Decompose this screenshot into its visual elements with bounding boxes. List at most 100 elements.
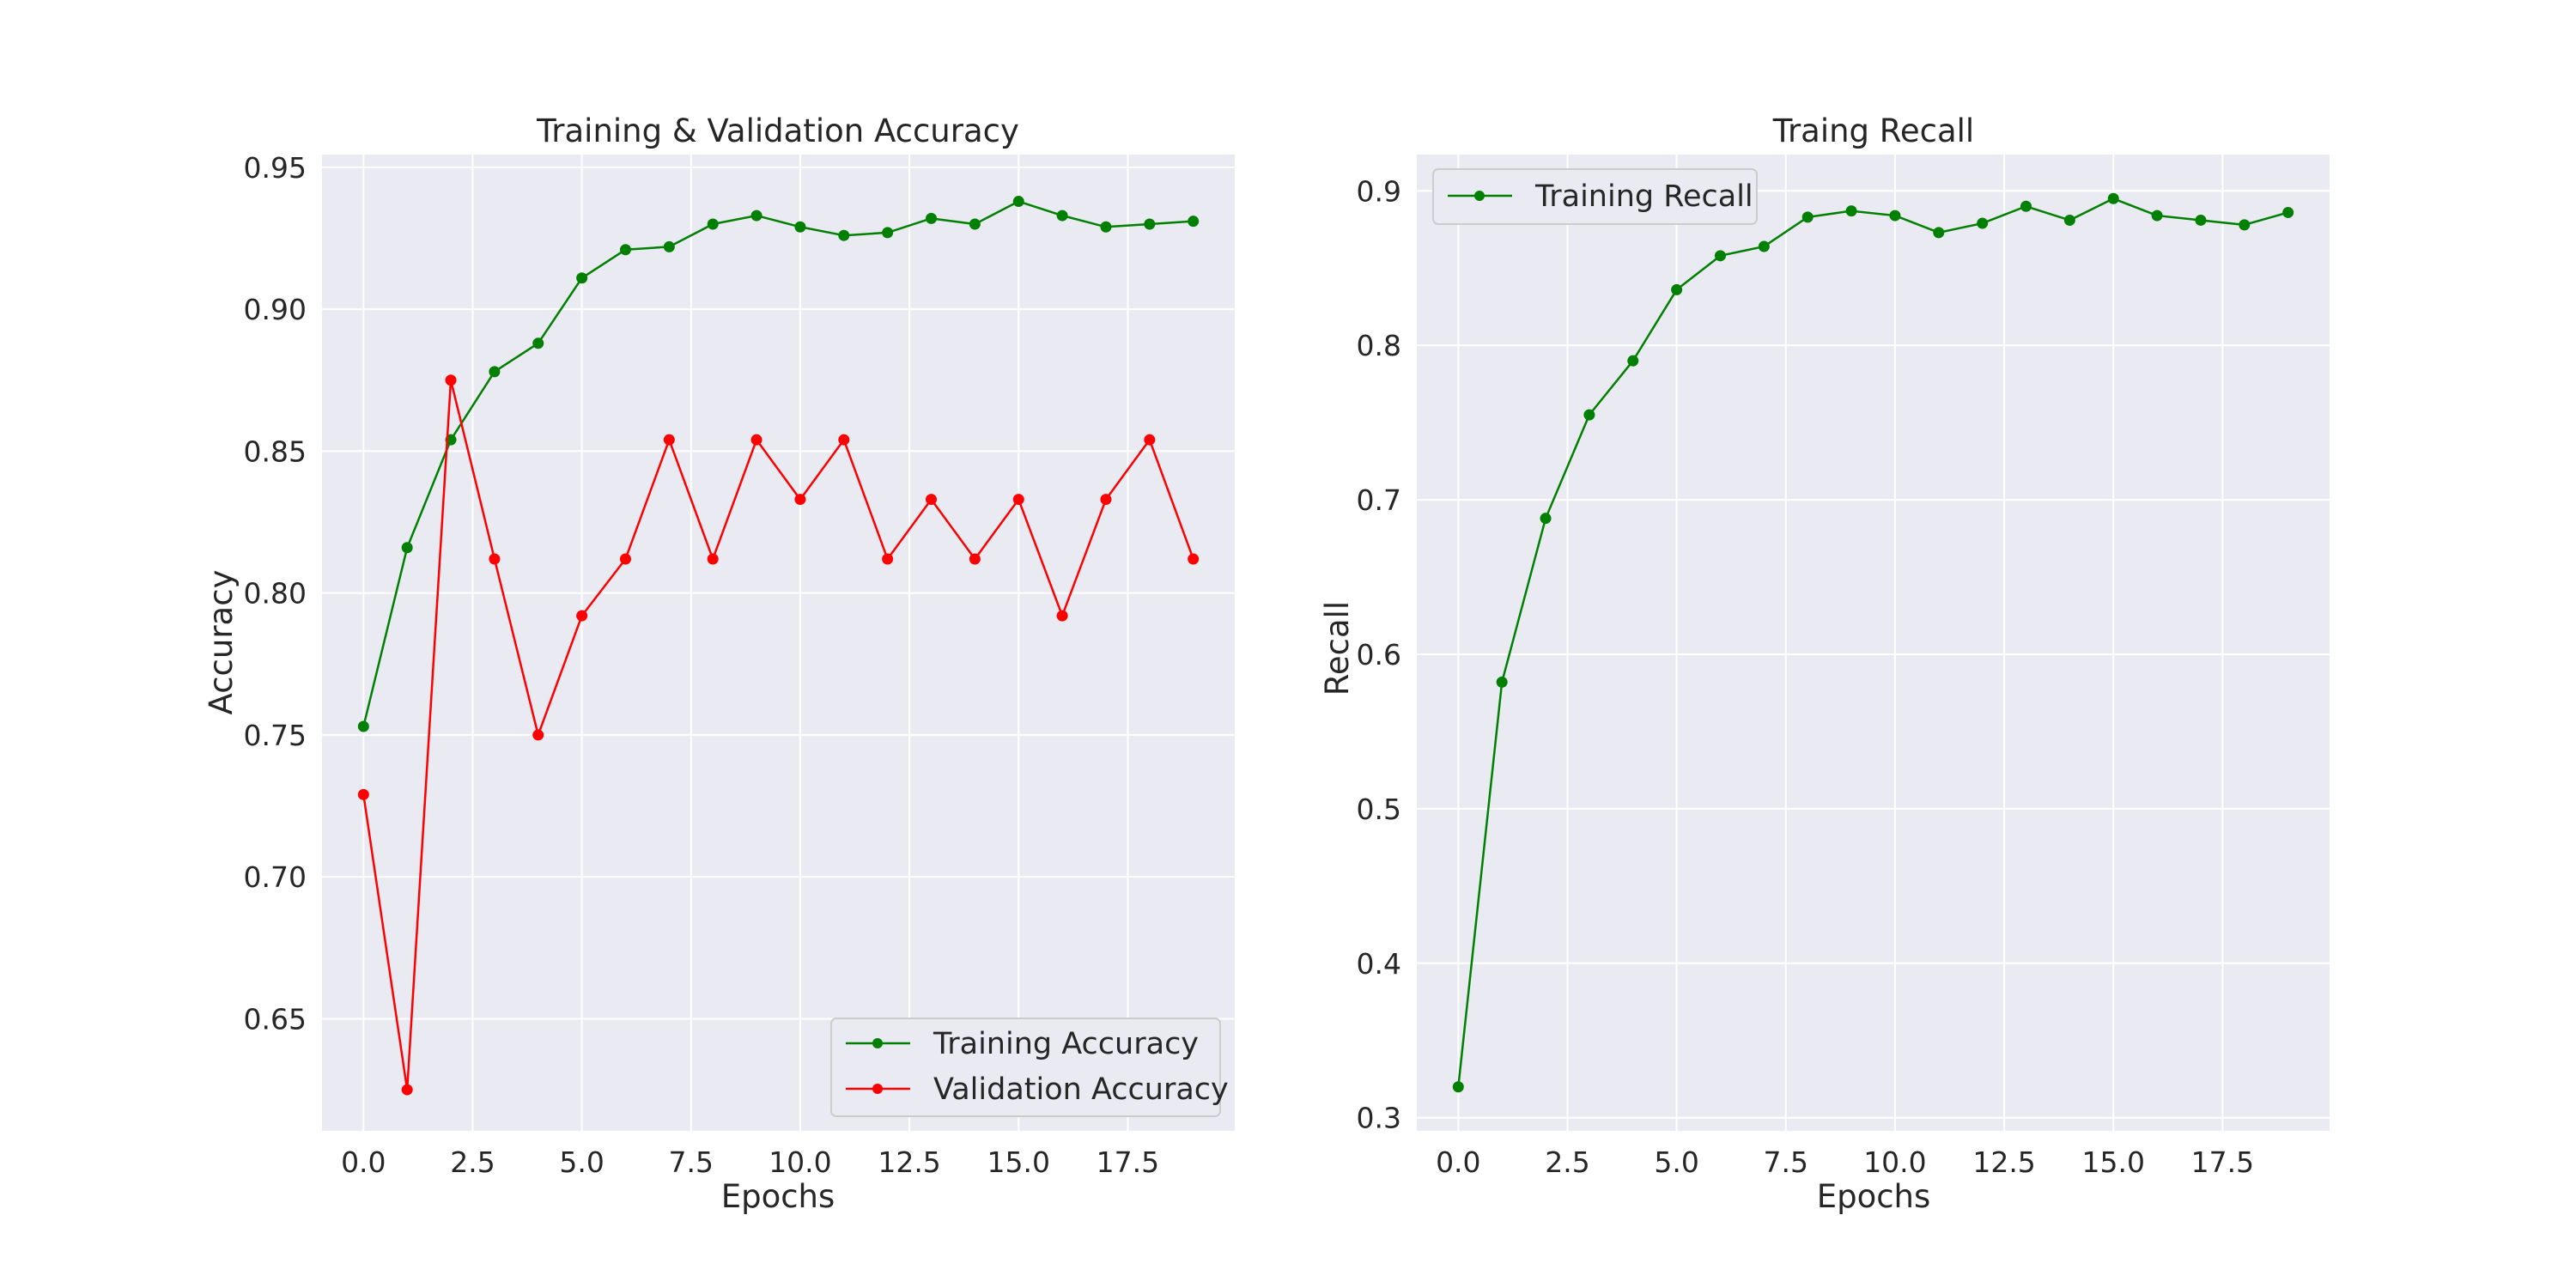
legend-entry-training-recall: Training Recall: [1448, 179, 1753, 214]
training-accuracy-point: [838, 229, 850, 241]
validation-accuracy-point: [1188, 553, 1200, 565]
validation-accuracy-point: [794, 494, 806, 506]
recall-y-tick-label: 0.5: [1357, 793, 1401, 826]
validation-accuracy-point: [663, 434, 675, 446]
training-accuracy-point: [969, 218, 981, 230]
recall-x-tick-label: 0.0: [1436, 1145, 1480, 1179]
validation-accuracy-point: [1144, 434, 1156, 446]
recall-y-tick-label: 0.3: [1357, 1102, 1401, 1135]
legend-marker-training-recall: [1474, 191, 1485, 201]
training-recall-point: [1496, 676, 1508, 688]
training-accuracy-point: [1100, 221, 1112, 233]
training-accuracy-point: [1188, 216, 1200, 228]
validation-accuracy-point: [576, 610, 588, 622]
accuracy-x-tick-label: 2.5: [450, 1145, 495, 1179]
validation-accuracy-point: [882, 553, 894, 565]
training-accuracy-point: [619, 244, 631, 256]
legend-entry-training-accuracy: Training Accuracy: [846, 1027, 1199, 1061]
accuracy-chart-title: Training & Validation Accuracy: [536, 112, 1019, 149]
accuracy-y-tick-label: 0.95: [244, 151, 307, 185]
training-accuracy-point: [1144, 218, 1156, 230]
training-recall-point: [1758, 240, 1770, 252]
accuracy-y-tick-label: 0.80: [244, 577, 307, 611]
training-accuracy-point: [663, 240, 675, 252]
accuracy-x-tick-label: 0.0: [341, 1145, 386, 1179]
validation-accuracy-point: [707, 553, 719, 565]
recall-gridlines: [1417, 155, 2330, 1131]
training-recall-point: [2239, 219, 2251, 231]
training-recall-point: [1933, 227, 1945, 239]
training-accuracy-point: [882, 227, 894, 239]
accuracy-chart: 0.0 2.5 5.0 7.5 10.0 12.5 15.0 17.5 0.65 0.70 0.7…: [203, 112, 1235, 1215]
accuracy-y-tick-label: 0.90: [244, 293, 307, 326]
accuracy-y-axis-label: Accuracy: [203, 570, 240, 715]
accuracy-legend: Training Accuracy Validation Accuracy: [830, 1018, 1229, 1117]
validation-accuracy-point: [489, 553, 501, 565]
legend-label-validation-accuracy: Validation Accuracy: [933, 1072, 1229, 1107]
recall-series: [1452, 192, 2294, 1093]
validation-accuracy-point: [401, 1084, 413, 1096]
training-recall-point: [1977, 217, 1989, 229]
accuracy-x-tick-label: 17.5: [1097, 1145, 1159, 1179]
validation-accuracy-point: [1100, 494, 1112, 506]
training-accuracy-point: [357, 720, 369, 732]
recall-x-axis-label: Epochs: [1817, 1178, 1931, 1215]
recall-legend-box: [1432, 168, 1758, 225]
recall-plot-area: [1417, 155, 2330, 1131]
training-recall-point: [1452, 1081, 1464, 1093]
training-accuracy-point: [489, 366, 501, 378]
accuracy-series: [357, 196, 1200, 1096]
accuracy-x-tick-labels: 0.0 2.5 5.0 7.5 10.0 12.5 15.0 17.5: [341, 1145, 1159, 1179]
recall-y-tick-labels: 0.3 0.4 0.5 0.6 0.7 0.8 0.9: [1357, 174, 1401, 1134]
accuracy-x-tick-label: 7.5: [669, 1145, 714, 1179]
recall-x-tick-label: 17.5: [2191, 1145, 2254, 1179]
recall-y-tick-label: 0.4: [1357, 947, 1401, 981]
recall-y-tick-label: 0.7: [1357, 483, 1401, 517]
validation-accuracy-point: [357, 788, 369, 800]
validation-accuracy-point: [619, 553, 631, 565]
training-recall-point: [1845, 205, 1857, 217]
training-recall-line: [1457, 197, 2289, 1087]
legend-marker-training-accuracy: [872, 1038, 883, 1048]
training-accuracy-point: [1012, 196, 1024, 208]
accuracy-x-tick-label: 10.0: [769, 1145, 831, 1179]
training-recall-point: [1714, 250, 1726, 262]
training-recall-point: [2063, 214, 2075, 226]
validation-accuracy-point: [532, 729, 544, 741]
series-validation-accuracy: [357, 374, 1200, 1096]
recall-y-tick-label: 0.9: [1357, 174, 1401, 208]
recall-chart-title: Traing Recall: [1772, 112, 1974, 149]
recall-x-tick-label: 15.0: [2081, 1145, 2144, 1179]
training-accuracy-point: [794, 221, 806, 233]
training-accuracy-point: [576, 272, 588, 284]
training-accuracy-point: [401, 542, 413, 554]
accuracy-y-tick-label: 0.70: [244, 860, 307, 894]
accuracy-gridlines: [322, 155, 1235, 1131]
training-recall-point: [1583, 409, 1595, 421]
validation-accuracy-line: [362, 379, 1194, 1091]
recall-y-tick-label: 0.6: [1357, 638, 1401, 671]
accuracy-y-tick-label: 0.75: [244, 719, 307, 752]
training-recall-point: [2151, 210, 2163, 222]
training-recall-point: [1627, 355, 1639, 367]
accuracy-x-axis-label: Epochs: [721, 1178, 835, 1215]
training-accuracy-point: [532, 337, 544, 349]
training-recall-point: [1540, 513, 1552, 525]
recall-y-tick-label: 0.8: [1357, 329, 1401, 362]
training-accuracy-point: [750, 210, 762, 222]
validation-accuracy-point: [1012, 494, 1024, 506]
recall-x-tick-labels: 0.0 2.5 5.0 7.5 10.0 12.5 15.0 17.5: [1436, 1145, 2254, 1179]
accuracy-x-tick-label: 15.0: [987, 1145, 1049, 1179]
training-recall-point: [2282, 206, 2294, 218]
recall-x-tick-label: 10.0: [1863, 1145, 1926, 1179]
legend-label-training-accuracy: Training Accuracy: [933, 1027, 1199, 1061]
series-training-recall: [1452, 192, 2294, 1093]
recall-x-tick-label: 2.5: [1545, 1145, 1589, 1179]
training-recall-point: [1889, 210, 1901, 222]
validation-accuracy-point: [1056, 610, 1068, 622]
accuracy-legend-box: [830, 1018, 1221, 1117]
validation-accuracy-point: [445, 374, 457, 386]
accuracy-y-tick-label: 0.85: [244, 434, 307, 468]
validation-accuracy-point: [926, 494, 938, 506]
